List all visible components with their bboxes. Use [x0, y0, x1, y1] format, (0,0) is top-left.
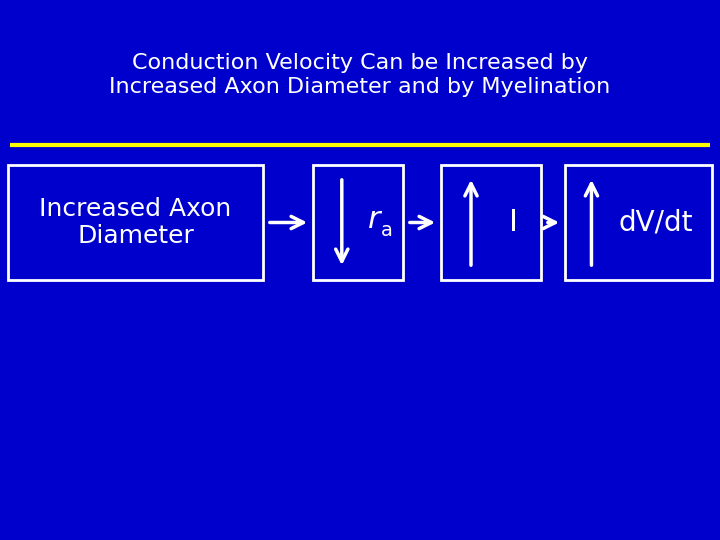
Text: I: I [508, 208, 518, 237]
Bar [565, 165, 712, 280]
Text: a: a [382, 221, 393, 240]
Text: Conduction Velocity Can be Increased by
Increased Axon Diameter and by Myelinati: Conduction Velocity Can be Increased by … [109, 53, 611, 97]
Bar [313, 165, 403, 280]
Text: r: r [368, 205, 380, 234]
Text: Increased Axon
Diameter: Increased Axon Diameter [40, 197, 232, 248]
Bar [8, 165, 263, 280]
Bar [441, 165, 541, 280]
Text: dV/dt: dV/dt [619, 208, 693, 237]
